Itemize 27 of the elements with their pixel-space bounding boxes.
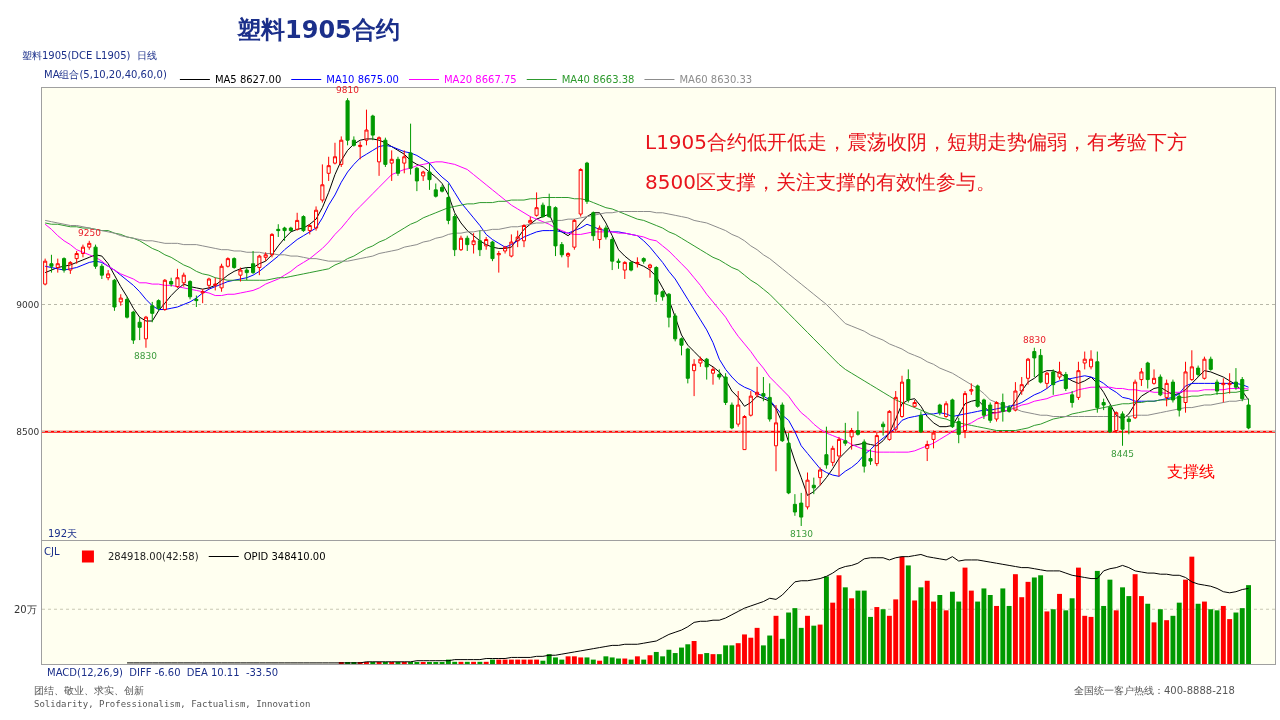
- annotation: 8445: [1111, 449, 1134, 459]
- y-tick-label: 9000: [16, 299, 40, 310]
- text: 全国统一客户热线：400-8888-218: [1074, 685, 1235, 696]
- text: MACD(12,26,9) DIFF -6.60 DEA 10.11 -33.50: [47, 667, 279, 678]
- legend-label: MA10 8675.00: [326, 74, 399, 86]
- text: Solidarity, Professionalism, Factualism, Innovation: [34, 699, 311, 709]
- legend-title: MA组合(5,10,20,40,60,0): [44, 69, 167, 80]
- annotation: 8130: [790, 529, 814, 539]
- legend-title: CJL: [44, 546, 60, 557]
- ref-line-label: 支撑线: [1167, 462, 1215, 481]
- chart-subtitle: 塑料1905(DCE L1905) 日线: [22, 50, 157, 61]
- legend-label: MA5 8627.00: [214, 74, 282, 86]
- text: 团结、敬业、求实、创新: [34, 685, 144, 696]
- chart-title: 塑料1905合约: [236, 16, 400, 45]
- ref-line-label: 20万: [14, 604, 37, 615]
- annotation: L1905合约低开低走，震荡收阴，短期走势偏弱，有考验下方 8500区支撑，关注支撑的有效性参与。: [645, 130, 1188, 194]
- annotation: 8830: [1023, 335, 1047, 345]
- legend-label: OPID 348410.00: [243, 551, 326, 563]
- legend-label: MA40 8663.38: [561, 74, 635, 86]
- annotation: 9810: [336, 85, 360, 95]
- legend-label: 284918.00(42:58): [107, 551, 199, 563]
- legend-label: MA60 8630.33: [679, 74, 753, 86]
- annotation: 8830: [134, 351, 158, 361]
- legend-label: MA20 8667.75: [444, 74, 517, 86]
- annotation: 9250: [78, 228, 102, 238]
- y-tick-label: 8500: [16, 426, 40, 437]
- annotation: 192天: [48, 528, 78, 539]
